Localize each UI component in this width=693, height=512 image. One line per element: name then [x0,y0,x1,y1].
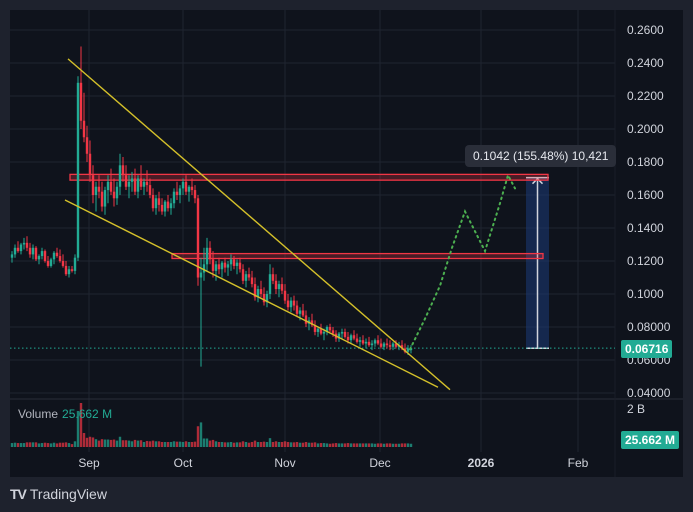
tradingview-logo-icon: TV [10,486,27,502]
price-tick-label: 0.1000 [627,287,664,301]
measure-tooltip: 0.1042 (155.48%) 10,421 [465,145,617,167]
price-tick-label: 0.2000 [627,122,664,136]
volume-axis-tick: 2 B [627,402,646,416]
volume-badge: 25.662 M [621,431,680,449]
price-tick-label: 0.2200 [627,89,664,103]
time-tick-label: Feb [567,456,589,470]
last-price-badge: 0.06716 [621,340,673,358]
time-tick-label: Sep [78,456,100,470]
price-tick-label: 0.2600 [627,23,664,37]
tradingview-name: TradingView [29,486,107,502]
volume-value: 25.662 M [62,407,113,421]
price-tick-label: 0.1400 [627,221,664,235]
time-tick-label: 2026 [467,456,495,470]
volume-legend[interactable]: Volume 25.662 M [18,407,112,421]
price-tick-label: 0.1200 [627,254,664,268]
tradingview-brand[interactable]: TV TradingView [10,486,107,502]
price-tick-label: 0.04000 [627,386,671,400]
price-tick-label: 0.08000 [627,320,671,334]
price-tick-label: 0.1800 [627,155,664,169]
price-tick-label: 0.2400 [627,56,664,70]
price-tick-label: 0.1600 [627,188,664,202]
volume-label: Volume [18,407,59,421]
time-tick-label: Oct [173,456,193,470]
time-tick-label: Nov [274,456,296,470]
time-tick-label: Dec [369,456,391,470]
